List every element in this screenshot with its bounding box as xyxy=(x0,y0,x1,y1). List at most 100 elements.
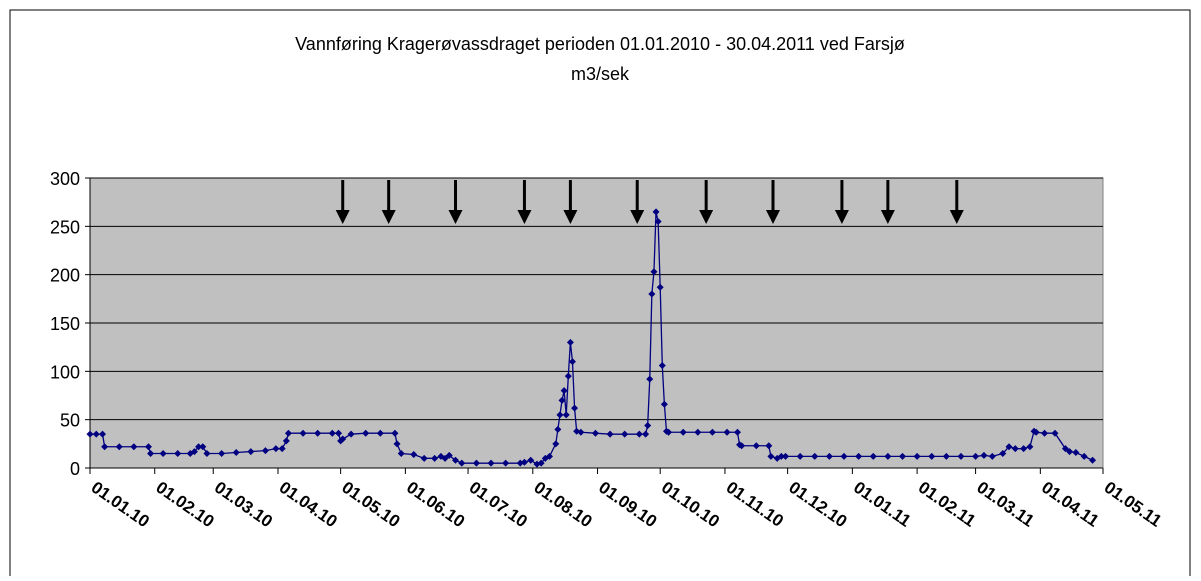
data-point xyxy=(101,443,109,451)
data-point xyxy=(195,443,203,451)
data-point xyxy=(708,428,716,436)
data-point xyxy=(560,387,568,395)
data-point xyxy=(232,449,240,457)
data-point xyxy=(445,451,453,459)
y-tick-label: 0 xyxy=(70,459,80,479)
data-point xyxy=(568,358,576,366)
data-point xyxy=(564,372,572,380)
data-point xyxy=(884,452,892,460)
data-point xyxy=(335,429,343,437)
data-point xyxy=(1061,445,1069,453)
data-point xyxy=(347,430,355,438)
data-point xyxy=(1032,428,1040,436)
data-point xyxy=(723,428,731,436)
data-point xyxy=(988,452,996,460)
data-point xyxy=(218,450,226,457)
data-point xyxy=(658,362,666,370)
chart-title: Vannføring Kragerøvassdraget perioden 01… xyxy=(295,34,905,54)
data-point xyxy=(328,429,336,437)
data-point xyxy=(694,428,702,436)
data-point xyxy=(652,208,660,216)
data-point xyxy=(767,452,775,460)
data-point xyxy=(458,459,466,467)
data-point xyxy=(765,442,773,450)
data-point xyxy=(913,452,921,460)
y-tick-label: 150 xyxy=(50,314,80,334)
data-point xyxy=(777,452,785,460)
data-point xyxy=(1026,443,1034,451)
data-point xyxy=(577,428,585,436)
data-point xyxy=(679,428,687,436)
data-point xyxy=(339,435,347,443)
data-point xyxy=(1020,445,1028,453)
data-point xyxy=(840,452,848,460)
data-point xyxy=(314,429,322,437)
data-point xyxy=(391,429,399,437)
y-tick-label: 300 xyxy=(50,169,80,189)
y-tick-label: 200 xyxy=(50,266,80,286)
data-point xyxy=(855,452,863,460)
arrow-head xyxy=(949,210,964,224)
data-point xyxy=(552,440,560,448)
data-point xyxy=(115,443,123,451)
data-point xyxy=(487,459,495,467)
data-point xyxy=(928,452,936,460)
data-point xyxy=(752,442,760,450)
arrow-head xyxy=(448,210,463,224)
data-point xyxy=(261,447,269,455)
data-point xyxy=(606,430,614,438)
arrow-head xyxy=(699,210,714,224)
data-point xyxy=(869,452,877,460)
data-point xyxy=(546,452,554,460)
data-point xyxy=(796,452,804,460)
data-point xyxy=(621,430,629,438)
data-point xyxy=(556,411,564,419)
data-point xyxy=(999,450,1007,457)
data-point xyxy=(644,421,652,429)
data-point xyxy=(431,454,439,462)
y-tick-label: 50 xyxy=(60,411,80,431)
data-point xyxy=(554,425,562,433)
data-point xyxy=(811,452,819,460)
data-point xyxy=(199,443,207,451)
y-tick-label: 250 xyxy=(50,217,80,237)
data-point xyxy=(130,443,138,451)
data-point xyxy=(86,430,94,438)
arrow-head xyxy=(381,210,396,224)
data-point xyxy=(284,429,292,437)
data-point xyxy=(1066,448,1074,456)
data-point xyxy=(1089,456,1097,464)
data-point xyxy=(527,456,535,464)
data-point xyxy=(1080,452,1088,460)
data-point xyxy=(825,452,833,460)
data-point xyxy=(537,459,545,467)
data-point xyxy=(957,452,965,460)
data-point xyxy=(558,396,566,404)
data-point xyxy=(972,452,980,460)
arrow-head xyxy=(834,210,849,224)
data-point xyxy=(99,430,107,438)
data-point xyxy=(362,429,370,437)
arrow-head xyxy=(630,210,645,224)
data-point xyxy=(159,450,167,457)
data-point xyxy=(147,450,155,457)
arrow-head xyxy=(563,210,578,224)
data-point xyxy=(654,218,662,225)
data-point xyxy=(635,430,643,438)
data-point xyxy=(646,375,654,383)
data-point xyxy=(1051,429,1059,437)
data-point xyxy=(203,450,211,457)
data-point xyxy=(650,268,658,276)
data-point xyxy=(441,454,449,462)
data-point xyxy=(642,430,650,438)
data-point xyxy=(452,456,460,464)
y-tick-label: 100 xyxy=(50,362,80,382)
data-point xyxy=(299,429,307,437)
data-point xyxy=(1041,429,1049,437)
data-point xyxy=(1011,445,1019,453)
data-point xyxy=(247,448,255,456)
data-point xyxy=(782,452,790,460)
data-point xyxy=(566,338,574,346)
data-point xyxy=(980,451,988,459)
data-point xyxy=(502,459,510,467)
